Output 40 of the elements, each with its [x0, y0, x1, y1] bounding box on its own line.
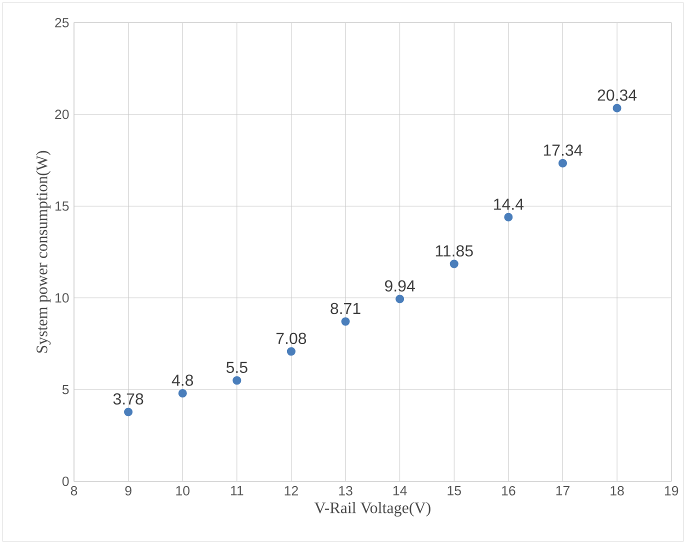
data-label: 4.8: [172, 374, 194, 386]
point: [558, 158, 567, 168]
data-label: 9.94: [385, 280, 415, 292]
x-tick-label: 8: [70, 486, 78, 496]
x-tick-label: 12: [284, 486, 298, 496]
y-tick-label: 5: [62, 384, 69, 394]
point: [232, 376, 242, 385]
y-tick-label: 25: [55, 18, 69, 28]
point: [504, 212, 513, 222]
data-label: 20.34: [598, 89, 637, 101]
y-tick-label: 20: [55, 110, 69, 120]
y-tick-label: 0: [62, 476, 69, 486]
data-label: 14.4: [494, 198, 524, 210]
data-label: 5.5: [226, 362, 248, 374]
x-tick-label: 13: [339, 486, 352, 496]
point: [612, 104, 622, 112]
x-tick-label: 16: [502, 486, 516, 496]
data-label: 7.08: [276, 332, 306, 344]
data-label: 3.78: [113, 393, 144, 405]
x-tick-label: 19: [664, 486, 678, 496]
x-tick-label: 9: [125, 486, 132, 496]
y-axis-title: System power consumption(W): [36, 150, 51, 353]
point: [124, 408, 133, 416]
x-tick-label: 15: [448, 486, 461, 496]
y-tick-label: 10: [55, 293, 69, 303]
data-label: 17.34: [544, 144, 582, 156]
x-tick-label: 11: [231, 486, 244, 496]
point: [450, 260, 458, 268]
x-tick-label: 14: [393, 486, 407, 496]
point: [396, 294, 404, 304]
point: [286, 347, 296, 356]
data-label: 11.85: [436, 245, 473, 257]
point: [178, 389, 187, 398]
x-tick-label: 17: [556, 486, 570, 496]
point: [341, 317, 350, 326]
x-tick-label: 10: [176, 486, 190, 496]
x-axis-title: V-Rail Voltage(V): [314, 502, 430, 517]
data-label: 8.71: [330, 302, 360, 314]
x-tick-label: 18: [610, 486, 624, 496]
y-tick-label: 15: [55, 201, 69, 211]
